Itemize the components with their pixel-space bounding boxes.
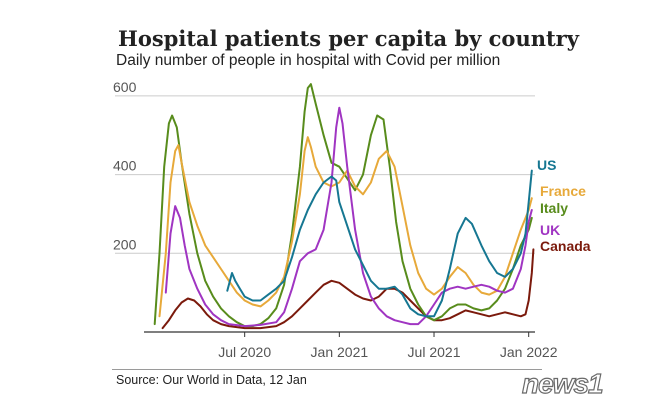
legend-label-italy: Italy [540,200,568,216]
news1-watermark: news1 [521,367,604,399]
series-line-uk [164,106,533,328]
series-line-us [226,169,533,318]
chart-source: Source: Our World in Data, 12 Jan [116,373,307,387]
legend-label-uk: UK [540,222,560,238]
x-tick-label: Jul 2020 [218,344,271,360]
source-divider [112,369,542,370]
legend-label-us: US [537,157,556,173]
legend-label-canada: Canada [540,238,591,254]
chart-subtitle: Daily number of people in hospital with … [116,52,501,69]
y-tick-label: 400 [113,158,137,174]
x-tick-label: Jan 2022 [500,344,558,360]
y-tick-label: 200 [113,236,137,252]
series-line-italy [153,83,533,328]
series-line-france [158,136,533,318]
chart-title: Hospital patients per capita by country [118,26,579,51]
legend-label-france: France [540,183,586,199]
series-line-canada [161,248,535,330]
y-tick-label: 600 [113,79,137,95]
x-tick-label: Jan 2021 [311,344,369,360]
x-tick-label: Jul 2021 [408,344,461,360]
